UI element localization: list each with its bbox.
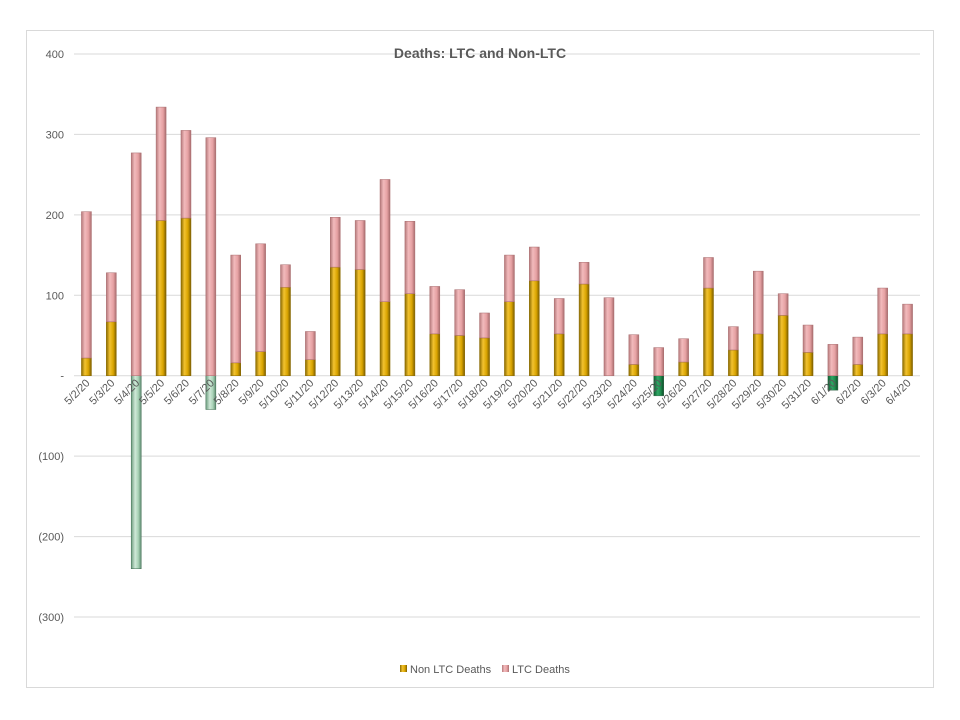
bar-non-ltc (305, 359, 316, 376)
bar-non-ltc (529, 280, 540, 376)
bar-ltc (653, 347, 664, 376)
bar-non-ltc (703, 287, 714, 376)
bar-ltc (81, 211, 92, 359)
bar-ltc (130, 152, 142, 376)
legend-swatch-non-ltc (400, 665, 407, 672)
bar-ltc (255, 243, 266, 352)
x-tick-label: 6/3/20 (859, 377, 889, 407)
bar-ltc (454, 289, 465, 336)
bar-non-ltc (429, 333, 441, 376)
bar-non-ltc (81, 357, 92, 376)
bar-ltc (578, 262, 590, 285)
grid-layer (74, 53, 920, 618)
x-tick-label: 6/4/20 (884, 377, 914, 407)
x-tick-label: 5/2/20 (62, 377, 92, 407)
y-tick-label: - (60, 371, 64, 383)
bar-non-ltc (454, 335, 465, 376)
bars (81, 106, 913, 569)
bar-ltc (180, 130, 192, 219)
y-tick-label: (200) (38, 532, 64, 544)
bar-ltc (230, 254, 241, 364)
bar-ltc (553, 298, 565, 335)
x-tick-label: 5/5/20 (137, 377, 167, 407)
bar-non-ltc (354, 269, 366, 376)
bar-non-ltc (230, 362, 241, 376)
bar-ltc (603, 297, 615, 376)
bar-ltc (379, 179, 391, 302)
y-tick-label: (300) (38, 612, 64, 624)
chart-title: Deaths: LTC and Non-LTC (394, 45, 566, 61)
bar-non-ltc (155, 220, 167, 376)
bar-ltc (802, 324, 814, 353)
bar-ltc (753, 270, 764, 335)
legend: Non LTC Deaths LTC Deaths (400, 664, 570, 676)
bar-ltc (205, 137, 217, 376)
x-tick-label: 5/6/20 (162, 377, 192, 407)
y-tick-label: (100) (38, 451, 64, 463)
bar-ltc (628, 334, 640, 365)
bar-non-ltc (553, 333, 565, 376)
y-tick-label: 300 (46, 129, 64, 141)
bar-non-ltc (578, 283, 590, 376)
bar-non-ltc-negative (130, 375, 142, 569)
legend-label-non-ltc: Non LTC Deaths (410, 664, 492, 676)
bar-non-ltc (753, 333, 764, 376)
bar-non-ltc (802, 352, 814, 376)
y-tick-label: 200 (46, 210, 64, 222)
bar-ltc (529, 246, 540, 282)
bar-non-ltc (180, 217, 192, 376)
bar-ltc (777, 293, 789, 316)
bar-ltc (504, 254, 515, 302)
bar-ltc (305, 331, 316, 360)
bar-non-ltc (877, 333, 888, 376)
bar-non-ltc (678, 361, 689, 376)
bar-non-ltc (106, 321, 117, 376)
bar-non-ltc (852, 364, 864, 376)
x-tick-label: 5/3/20 (87, 377, 117, 407)
bar-non-ltc (902, 333, 913, 376)
bar-ltc (902, 303, 913, 335)
bar-ltc (479, 312, 490, 339)
x-tick-label: 6/2/20 (834, 377, 864, 407)
bar-non-ltc (728, 349, 739, 376)
bar-ltc (429, 286, 441, 335)
bar-ltc (404, 221, 416, 294)
bar-ltc (155, 106, 167, 221)
bar-ltc (827, 344, 839, 376)
x-tick-label: 5/8/20 (212, 377, 242, 407)
bar-non-ltc (404, 293, 416, 376)
bar-non-ltc (330, 266, 341, 376)
bar-non-ltc (628, 364, 640, 376)
bar-ltc (728, 326, 739, 351)
bar-non-ltc (777, 315, 789, 376)
bar-non-ltc (379, 301, 391, 376)
x-axis-ticks: 5/2/205/3/205/4/205/5/205/6/205/7/205/8/… (62, 377, 913, 411)
bar-ltc (852, 336, 864, 365)
y-tick-label: 400 (46, 49, 64, 61)
bar-ltc (106, 272, 117, 323)
bar-ltc (280, 264, 291, 288)
bar-ltc (703, 257, 714, 289)
bar-non-ltc (504, 301, 515, 376)
y-tick-label: 100 (46, 290, 64, 302)
bar-ltc (877, 287, 888, 335)
bar-ltc (330, 217, 341, 268)
legend-swatch-ltc (502, 665, 509, 672)
bar-ltc (678, 338, 689, 363)
legend-label-ltc: LTC Deaths (512, 664, 570, 676)
x-tick-label: 6/1/20 (809, 377, 839, 407)
y-axis-ticks: 400 300 200 100 - (100) (200) (300) (38, 49, 64, 624)
bar-ltc (354, 220, 366, 270)
bar-non-ltc (280, 286, 291, 376)
bar-non-ltc (255, 351, 266, 376)
bar-non-ltc (479, 337, 490, 376)
